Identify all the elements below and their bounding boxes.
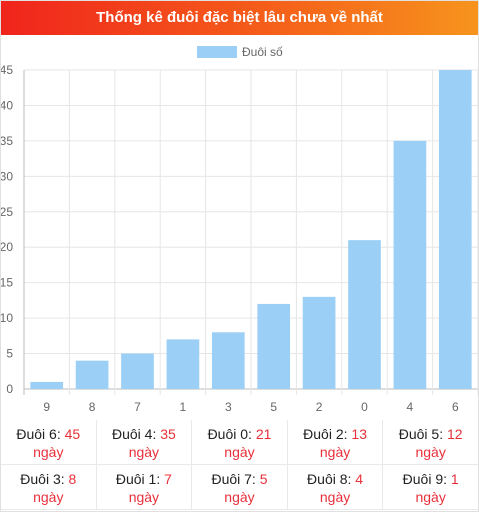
stat-value: 12 bbox=[447, 426, 463, 442]
x-tick-label: 9 bbox=[43, 400, 50, 414]
stat-value: 8 bbox=[68, 471, 77, 487]
chart-title: Thống kê đuôi đặc biệt lâu chưa về nhất bbox=[1, 1, 478, 35]
stat-cell: Đuôi 5: 12 ngày bbox=[383, 420, 478, 465]
stats-row: Đuôi 6: 45 ngày Đuôi 4: 35 ngày Đuôi 0: 21 ng… bbox=[1, 420, 478, 465]
legend[interactable]: Đuôi số bbox=[197, 45, 283, 59]
bar-6[interactable] bbox=[438, 70, 472, 389]
bar-2[interactable] bbox=[302, 296, 336, 389]
stat-cell: Đuôi 2: 13 ngày bbox=[287, 420, 384, 465]
y-tick-label: 10 bbox=[1, 311, 13, 325]
bar-3[interactable] bbox=[211, 332, 245, 389]
stat-unit: ngày bbox=[224, 489, 255, 505]
y-tick-label: 45 bbox=[1, 63, 13, 77]
stat-label: Đuôi 7: bbox=[211, 471, 260, 487]
stat-cell: Đuôi 3: 8 ngày bbox=[1, 465, 97, 510]
stat-value: 5 bbox=[259, 471, 268, 487]
stat-unit: ngày bbox=[415, 444, 446, 460]
stat-value: 4 bbox=[355, 471, 364, 487]
stat-unit: ngày bbox=[33, 489, 64, 505]
y-tick-label: 40 bbox=[1, 98, 13, 112]
stat-label: Đuôi 3: bbox=[20, 471, 69, 487]
stat-label: Đuôi 8: bbox=[307, 471, 356, 487]
bar-9[interactable] bbox=[30, 381, 64, 389]
x-tick-label: 5 bbox=[270, 400, 277, 414]
stat-label: Đuôi 4: bbox=[111, 426, 161, 442]
x-tick-label: 1 bbox=[180, 400, 187, 414]
stat-label: Đuôi 6: bbox=[16, 426, 65, 442]
stat-value: 21 bbox=[255, 426, 272, 442]
stat-unit: ngày bbox=[319, 489, 351, 505]
y-tick-label: 30 bbox=[1, 169, 13, 183]
x-tick-label: 3 bbox=[225, 400, 232, 414]
stat-cell: Đuôi 1: 7 ngày bbox=[96, 465, 193, 510]
stat-label: Đuôi 0: bbox=[207, 426, 256, 442]
y-tick-label: 20 bbox=[1, 240, 13, 254]
y-tick-label: 0 bbox=[6, 382, 13, 396]
stat-unit: ngày bbox=[224, 444, 255, 460]
y-tick-label: 5 bbox=[6, 347, 13, 361]
bar-8[interactable] bbox=[75, 360, 109, 389]
y-tick-label: 35 bbox=[1, 134, 13, 148]
x-tick-label: 2 bbox=[316, 400, 323, 414]
bar-7[interactable] bbox=[121, 353, 154, 389]
stat-value: 7 bbox=[164, 471, 172, 487]
stat-cell: Đuôi 9: 1 ngày bbox=[383, 465, 478, 510]
stat-value: 45 bbox=[64, 426, 81, 442]
stats-row: Đuôi 3: 8 ngày Đuôi 1: 7 ngày Đuôi 7: 5 ngày Đ… bbox=[1, 465, 478, 510]
x-tick-label: 8 bbox=[89, 400, 96, 414]
x-tick-label: 7 bbox=[134, 400, 141, 414]
legend-label: Đuôi số bbox=[242, 45, 283, 59]
x-tick-label: 4 bbox=[407, 400, 414, 414]
stat-unit: ngày bbox=[319, 444, 351, 460]
bar-0[interactable] bbox=[348, 240, 381, 389]
y-tick-label: 15 bbox=[1, 276, 13, 290]
stat-cell: Đuôi 0: 21 ngày bbox=[192, 420, 288, 465]
stat-label: Đuôi 5: bbox=[398, 426, 447, 442]
stat-unit: ngày bbox=[33, 444, 64, 460]
bar-1[interactable] bbox=[166, 339, 200, 389]
stat-cell: Đuôi 8: 4 ngày bbox=[287, 465, 384, 510]
stat-value: 1 bbox=[450, 471, 459, 487]
y-tick-label: 25 bbox=[1, 205, 13, 219]
stat-label: Đuôi 9: bbox=[402, 471, 451, 487]
stat-value: 13 bbox=[351, 426, 367, 442]
stat-value: 35 bbox=[160, 426, 176, 442]
stat-label: Đuôi 2: bbox=[303, 426, 352, 442]
stat-cell: Đuôi 4: 35 ngày bbox=[96, 420, 193, 465]
stat-cell: Đuôi 7: 5 ngày bbox=[192, 465, 288, 510]
stat-label: Đuôi 1: bbox=[115, 471, 165, 487]
legend-swatch bbox=[197, 46, 237, 58]
stat-unit: ngày bbox=[128, 444, 160, 460]
stat-unit: ngày bbox=[415, 489, 446, 505]
bar-4[interactable] bbox=[393, 140, 427, 389]
stats-grid: Đuôi 6: 45 ngày Đuôi 4: 35 ngày Đuôi 0: 21 ng… bbox=[1, 420, 478, 510]
stat-cell: Đuôi 6: 45 ngày bbox=[1, 420, 97, 465]
x-tick-label: 0 bbox=[361, 400, 368, 414]
bar-5[interactable] bbox=[257, 303, 291, 389]
x-tick-label: 6 bbox=[452, 400, 459, 414]
stat-unit: ngày bbox=[128, 489, 160, 505]
